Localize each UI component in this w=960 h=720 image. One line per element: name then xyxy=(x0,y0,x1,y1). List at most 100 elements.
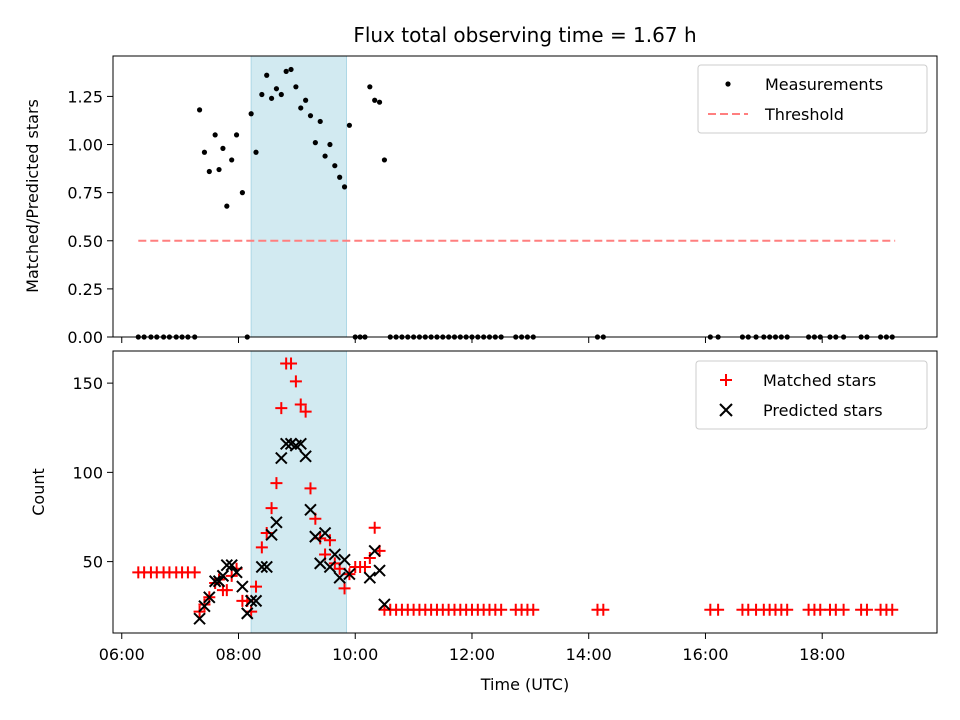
predicted-point-29 xyxy=(333,571,346,584)
measurement-point-24 xyxy=(264,72,270,78)
matched-point-31 xyxy=(294,398,307,411)
matched-point-37 xyxy=(323,534,336,547)
predicted-point-3 xyxy=(208,575,222,588)
matched-point-32 xyxy=(299,405,312,418)
legend-marker-matched xyxy=(720,374,732,386)
matched-point-33 xyxy=(304,482,317,495)
predicted-point-7 xyxy=(225,558,238,572)
bottom-legend-box xyxy=(695,360,928,430)
predicted-point-17 xyxy=(275,451,288,465)
legend-label-threshold: Threshold xyxy=(764,105,844,124)
measurement-point-33 xyxy=(307,113,314,119)
top-y-axis-label: Matched/Predicted stars xyxy=(23,99,42,293)
predicted-point-22 xyxy=(299,450,312,463)
predicted-point-28 xyxy=(328,548,342,561)
predicted-point-33 xyxy=(368,544,381,558)
x-tick-label-6: 18:00 xyxy=(799,645,845,664)
matched-point-11 xyxy=(198,598,211,611)
measurement-point-10 xyxy=(196,107,203,113)
matched-point-84 xyxy=(781,603,794,616)
bottom-shaded-span xyxy=(250,350,347,634)
bottom-y-axis-label: Count xyxy=(29,468,48,516)
bottom-y-tick-label-2: 150 xyxy=(72,374,103,393)
matched-point-16 xyxy=(220,584,233,597)
predicted-point-5 xyxy=(216,569,230,583)
matched-point-27 xyxy=(275,402,288,415)
top-x-ticks xyxy=(121,337,823,343)
matched-point-92 xyxy=(860,603,873,616)
measurement-point-18 xyxy=(233,132,240,138)
x-tick-label-2: 10:00 xyxy=(332,645,378,664)
top-y-tick-label-2: 0.50 xyxy=(67,232,103,251)
matched-point-90 xyxy=(837,603,850,616)
top-y-tick-label-1: 0.25 xyxy=(67,280,103,299)
measurement-point-16 xyxy=(224,203,230,209)
measurement-point-39 xyxy=(337,174,343,180)
predicted-point-35 xyxy=(378,598,391,611)
measurement-point-31 xyxy=(298,105,304,111)
legend-marker-measurements xyxy=(725,81,731,87)
measurement-point-14 xyxy=(216,166,222,173)
predicted-point-0 xyxy=(193,612,206,625)
predicted-point-9 xyxy=(236,580,249,593)
measurement-point-25 xyxy=(268,95,275,101)
matched-point-72 xyxy=(527,603,540,616)
predicted-point-8 xyxy=(230,566,243,579)
measurement-point-45 xyxy=(367,84,373,90)
measurement-point-36 xyxy=(322,153,328,159)
predicted-point-2 xyxy=(203,591,216,604)
top-y-tick-label-5: 1.25 xyxy=(67,87,103,106)
matched-point-44 xyxy=(358,560,371,573)
measurement-point-27 xyxy=(278,91,284,98)
measurement-point-30 xyxy=(293,84,299,90)
x-tick-label-3: 12:00 xyxy=(449,645,495,664)
measurement-point-15 xyxy=(220,145,226,151)
measurement-point-48 xyxy=(381,157,388,163)
predicted-point-15 xyxy=(265,528,278,542)
matched-point-25 xyxy=(265,502,278,515)
measurement-point-22 xyxy=(253,149,259,155)
predicted-point-34 xyxy=(373,564,386,577)
bottom-y-ticks: 50 100 150 xyxy=(72,374,113,572)
top-axes-frame xyxy=(112,55,938,338)
legend-label-matched: Matched stars xyxy=(763,371,876,390)
bottom-marks xyxy=(132,357,899,625)
measurement-point-12 xyxy=(206,168,212,175)
measurement-point-37 xyxy=(327,141,333,148)
legend-marker-predicted xyxy=(719,403,733,417)
measurement-point-47 xyxy=(376,99,383,105)
measurement-point-46 xyxy=(372,97,378,103)
bottom-axes-frame xyxy=(112,350,938,634)
top-y-ticks: 0.00 0.25 0.50 0.75 1.00 1.25 xyxy=(67,87,113,347)
matched-point-23 xyxy=(255,541,268,554)
top-y-tick-label-0: 0.00 xyxy=(67,328,103,347)
measurement-point-23 xyxy=(259,91,265,98)
x-tick-label-1: 08:00 xyxy=(215,645,261,664)
matched-point-22 xyxy=(250,580,263,593)
matched-point-40 xyxy=(338,582,351,595)
predicted-point-14 xyxy=(260,560,273,574)
measurement-point-32 xyxy=(303,97,309,103)
predicted-point-31 xyxy=(343,567,356,581)
top-y-tick-label-3: 0.75 xyxy=(67,184,103,203)
predicted-point-10 xyxy=(241,607,254,620)
predicted-point-16 xyxy=(270,516,283,529)
legend-label-predicted: Predicted stars xyxy=(763,401,883,420)
legend-label-measurements: Measurements xyxy=(765,75,883,94)
predicted-point-12 xyxy=(249,594,263,608)
measurement-point-11 xyxy=(201,149,208,155)
predicted-point-4 xyxy=(212,575,226,588)
predicted-point-25 xyxy=(314,557,327,570)
bottom-legend: Matched stars Predicted stars xyxy=(695,360,928,430)
predicted-point-11 xyxy=(244,594,258,608)
x-tick-label-5: 16:00 xyxy=(682,645,728,664)
top-legend: Measurements Threshold xyxy=(697,64,928,134)
matched-point-46 xyxy=(368,521,381,534)
matched-point-95 xyxy=(886,603,899,616)
measurement-point-13 xyxy=(212,132,218,138)
measurement-point-26 xyxy=(273,86,280,92)
measurement-point-41 xyxy=(346,122,353,128)
bottom-x-ticks: 06:00 08:00 10:00 12:00 14:00 16:00 18:00 xyxy=(99,633,845,664)
matched-point-26 xyxy=(270,477,283,490)
x-tick-label-0: 06:00 xyxy=(99,645,145,664)
